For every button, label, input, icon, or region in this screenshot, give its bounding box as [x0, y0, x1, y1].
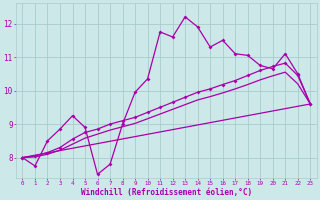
X-axis label: Windchill (Refroidissement éolien,°C): Windchill (Refroidissement éolien,°C)	[81, 188, 252, 197]
